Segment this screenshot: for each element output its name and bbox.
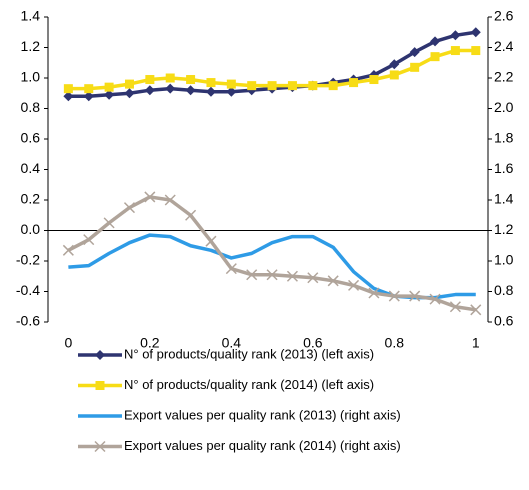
data-point [186,75,196,85]
y2-tick-label: 2.6 [494,8,514,24]
data-point [389,70,399,80]
data-point [124,88,135,99]
legend-label: Export values per quality rank (2013) (r… [124,407,401,422]
data-point [430,36,441,47]
data-point [308,81,318,91]
x-tick-label: 0.8 [385,335,405,351]
data-point [124,79,134,89]
y-tick-label: -0.2 [16,252,40,268]
data-point [307,272,319,284]
data-point [185,85,196,96]
data-point [247,81,257,91]
data-point [63,91,74,102]
legend-marker [95,381,105,390]
data-point [144,85,155,96]
data-point [104,89,115,100]
data-point [62,244,74,256]
data-point [266,269,278,281]
data-point [164,194,176,206]
data-point [286,270,298,282]
legend-label: N° of products/quality rank (2014) (left… [124,377,374,392]
data-point [388,290,400,302]
y2-tick-label: 0.8 [494,282,514,298]
data-point [205,235,217,247]
y-tick-label: 0.4 [21,160,41,176]
y-tick-label: 1.2 [21,38,41,54]
y-tick-label: 1.4 [21,8,41,24]
y2-tick-label: 1.0 [494,252,514,268]
data-point [471,46,481,56]
legend-marker [94,440,106,453]
data-point [145,75,155,85]
data-point [470,27,481,38]
data-point [327,275,339,287]
data-point [226,79,236,89]
legend-label: Export values per quality rank (2014) (r… [124,438,401,453]
data-point [205,86,216,97]
data-point [104,82,114,92]
legend-label: N° of products/quality rank (2013) (left… [124,346,374,361]
data-point [83,234,95,246]
x-tick-label: 1 [472,335,480,351]
data-point [470,304,482,316]
data-point [287,81,297,91]
data-point [267,81,277,91]
y-tick-label: 0.6 [21,130,41,146]
legend-marker [95,350,105,360]
y-tick-label: 0.2 [21,191,41,207]
y2-tick-label: 2.4 [494,38,514,54]
y2-tick-label: 2.2 [494,69,514,85]
y-tick-label: -0.4 [16,282,40,298]
y2-tick-label: 0.6 [494,313,514,329]
data-point [409,47,420,58]
data-point [369,75,379,85]
y-tick-label: 1.0 [21,69,41,85]
data-point [430,52,440,62]
data-point [348,279,360,291]
data-point [225,263,237,275]
data-point [185,209,197,221]
data-point [389,59,400,70]
x-tick-label: 0.2 [140,335,160,351]
data-point [165,73,175,83]
x-tick-label: 0.4 [222,335,242,351]
y2-tick-label: 1.8 [494,130,514,146]
data-point [123,202,136,214]
data-point [449,301,461,313]
x-tick-label: 0 [64,335,72,351]
data-point [450,46,460,56]
data-point [429,293,441,305]
series-line [67,195,477,312]
data-point [349,78,359,88]
data-point [206,78,216,88]
data-point [165,83,176,94]
x-tick-label: 0.6 [303,335,323,351]
data-point [103,217,115,229]
data-point [368,287,380,299]
y2-tick-label: 1.2 [494,221,514,237]
data-point [328,81,338,91]
data-point [144,191,156,203]
y2-tick-label: 2.0 [494,99,514,115]
data-point [410,62,420,72]
data-point [83,91,94,102]
data-point [84,84,94,94]
data-point [450,30,461,41]
data-point [63,84,73,94]
y2-tick-label: 1.4 [494,191,514,207]
y-tick-label: -0.6 [16,313,40,329]
data-point [409,290,421,302]
y2-tick-label: 1.6 [494,160,514,176]
data-point [246,269,258,281]
series-line [68,233,476,300]
y-tick-label: 0.0 [21,221,41,237]
y-tick-label: 0.8 [21,99,41,115]
data-point [226,86,237,97]
